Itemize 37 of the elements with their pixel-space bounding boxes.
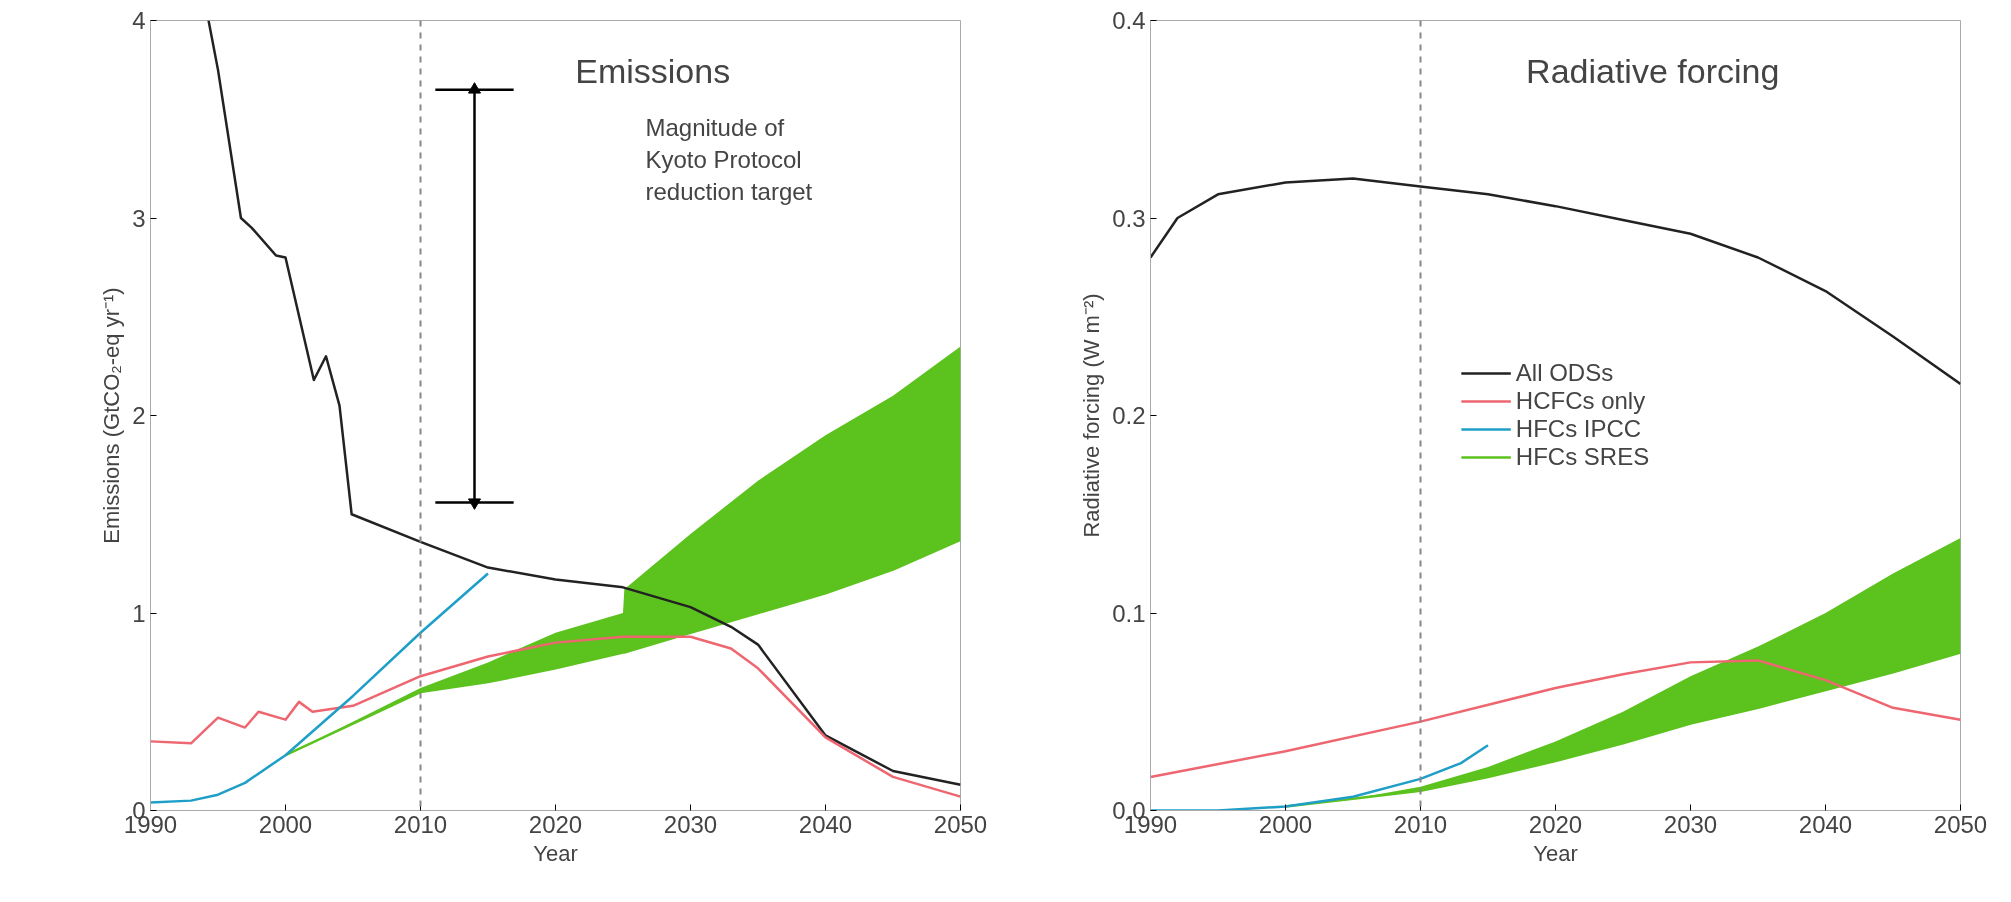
x-tick-label: 2010 (1393, 810, 1448, 838)
x-tick-label: 2020 (528, 810, 583, 838)
line-series (1150, 744, 1490, 811)
x-tick-label: 2040 (798, 810, 853, 838)
legend-label: HFCs SRES (1515, 443, 1650, 471)
y-tick-label: 0.4 (1112, 7, 1146, 34)
legend-label: HCFCs only (1515, 387, 1646, 415)
text: Radiative forcing (1526, 51, 1780, 90)
line-series (150, 635, 961, 798)
text: Emissions (575, 51, 731, 90)
legend-label: All ODSs (1515, 359, 1614, 387)
line-series (1150, 659, 1961, 779)
y-axis-title: Radiative forcing (W m⁻²) (1079, 293, 1105, 538)
x-tick-label: 2020 (1528, 810, 1583, 838)
x-tick-label: 2030 (1663, 810, 1718, 838)
x-axis-title: Year (533, 840, 578, 866)
x-tick-label: 2030 (663, 810, 718, 838)
y-tick-label: 4 (132, 7, 146, 34)
x-tick-label: 2050 (933, 810, 988, 838)
y-tick-label: 0.1 (1112, 599, 1146, 627)
legend-label: HFCs IPCC (1515, 415, 1642, 443)
x-tick-label: 2040 (1798, 810, 1853, 838)
y-axis-title: Emissions (GtCO₂-eq yr⁻¹) (99, 287, 125, 544)
x-tick-label: 2010 (393, 810, 448, 838)
y-tick-label: 0.3 (1112, 204, 1146, 232)
x-axis-title: Year (1533, 840, 1578, 866)
line-series (207, 20, 961, 787)
y-tick-label: 2 (132, 402, 146, 429)
annotation: Magnitude of Kyoto Protocol reduction target (645, 113, 813, 206)
line-series (1150, 177, 1961, 386)
y-tick-label: 1 (132, 599, 146, 627)
x-tick-label: 2000 (258, 810, 313, 838)
y-tick-label: 0.2 (1112, 402, 1146, 429)
x-tick-label: 2050 (1933, 810, 1988, 838)
x-tick-label: 2000 (1258, 810, 1313, 838)
y-tick-label: 3 (132, 204, 146, 232)
line-series (150, 572, 490, 804)
